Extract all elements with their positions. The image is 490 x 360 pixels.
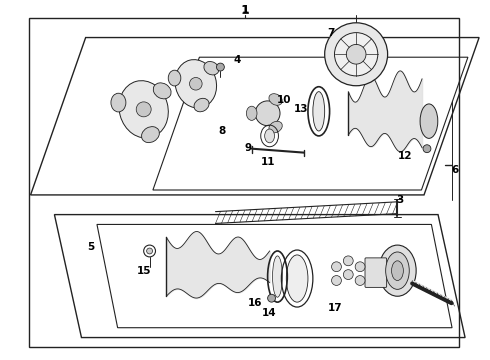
Circle shape xyxy=(343,256,353,266)
Ellipse shape xyxy=(272,256,282,297)
Circle shape xyxy=(423,145,431,153)
Circle shape xyxy=(147,248,152,254)
Ellipse shape xyxy=(111,93,126,112)
Text: 11: 11 xyxy=(260,157,275,167)
Circle shape xyxy=(355,262,365,272)
Circle shape xyxy=(255,101,280,126)
Text: 1: 1 xyxy=(242,5,248,15)
Circle shape xyxy=(346,44,366,64)
Text: 4: 4 xyxy=(233,55,241,65)
Ellipse shape xyxy=(142,127,159,143)
Circle shape xyxy=(217,63,224,71)
Ellipse shape xyxy=(386,252,409,289)
Text: 17: 17 xyxy=(328,303,343,313)
Ellipse shape xyxy=(246,106,257,120)
Text: 1: 1 xyxy=(241,4,249,18)
Text: 7: 7 xyxy=(327,28,334,38)
Ellipse shape xyxy=(286,255,308,302)
Ellipse shape xyxy=(119,81,169,138)
Circle shape xyxy=(136,102,151,117)
Ellipse shape xyxy=(269,94,282,105)
Text: 8: 8 xyxy=(219,126,226,136)
Circle shape xyxy=(190,77,202,90)
Ellipse shape xyxy=(204,62,219,75)
Ellipse shape xyxy=(313,92,325,131)
Text: 12: 12 xyxy=(398,150,413,161)
Text: 5: 5 xyxy=(87,242,94,252)
Ellipse shape xyxy=(265,129,274,143)
Text: 10: 10 xyxy=(277,95,292,104)
Ellipse shape xyxy=(168,70,181,86)
Ellipse shape xyxy=(392,261,403,280)
Text: 6: 6 xyxy=(451,165,458,175)
FancyBboxPatch shape xyxy=(365,258,387,287)
Ellipse shape xyxy=(420,104,438,138)
Text: 9: 9 xyxy=(245,143,251,153)
Text: 13: 13 xyxy=(294,104,308,114)
Text: 3: 3 xyxy=(397,195,404,205)
Ellipse shape xyxy=(153,83,171,99)
Circle shape xyxy=(268,294,275,302)
Ellipse shape xyxy=(379,245,416,296)
Circle shape xyxy=(335,33,378,76)
Ellipse shape xyxy=(194,98,209,112)
Circle shape xyxy=(332,262,342,272)
Ellipse shape xyxy=(175,60,217,108)
Text: 15: 15 xyxy=(136,266,151,276)
Circle shape xyxy=(343,270,353,279)
Circle shape xyxy=(325,23,388,86)
Text: 14: 14 xyxy=(262,308,277,318)
Circle shape xyxy=(355,276,365,285)
Ellipse shape xyxy=(269,121,282,133)
Text: 16: 16 xyxy=(247,298,262,308)
Circle shape xyxy=(332,276,342,285)
